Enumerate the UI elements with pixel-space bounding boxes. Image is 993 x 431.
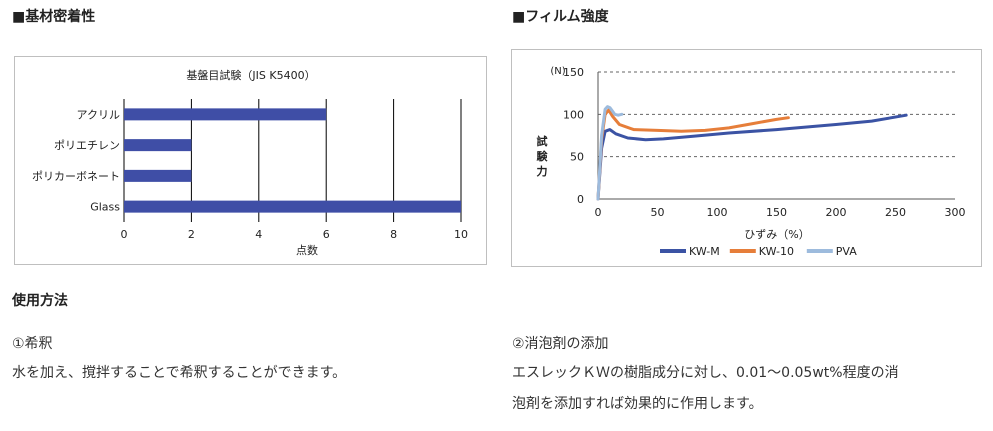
bar-tick-label: 0 [121, 228, 128, 241]
bar-category-label: アクリル [77, 108, 120, 121]
y-axis-label: 試験力 [537, 134, 549, 178]
line-y-tick-label: 100 [563, 108, 584, 121]
bar-category-label: ポリエチレン [54, 139, 120, 152]
line-y-tick-label: 150 [563, 66, 584, 79]
line-x-tick-label: 0 [595, 206, 602, 219]
y-axis-label-char: 力 [537, 164, 548, 178]
defoamer-text-line1: エスレックＫＷの樹脂成分に対し、0.01～0.05wt%程度の消 [512, 365, 899, 381]
y-axis-label-char: 験 [537, 149, 549, 163]
bar-category-label: ポリカーボネート [32, 170, 120, 183]
series-line-pva [596, 105, 624, 201]
line-y-tick-label: 0 [577, 193, 584, 206]
bar-category-label: Glass [90, 201, 120, 214]
dilution-title: ①希釈 [12, 336, 53, 352]
defoamer-title: ②消泡剤の添加 [512, 336, 609, 352]
adhesion-heading: ■基材密着性 [12, 9, 96, 25]
usage-heading: 使用方法 [12, 293, 68, 309]
bar-x-axis-label: 点数 [296, 244, 318, 257]
bar-chart-title: 基盤目試験（JIS K5400） [186, 68, 315, 82]
line-x-tick-label: 150 [766, 206, 787, 219]
legend-label: KW-10 [759, 245, 794, 258]
line-x-tick-label: 50 [651, 206, 665, 219]
adhesion-chart-panel: 基盤目試験（JIS K5400） アクリルポリエチレンポリカーボネート Glass… [14, 56, 487, 265]
defoamer-text-line2: 泡剤を添加すれば効果的に作用します。 [512, 396, 763, 412]
film-strength-line-chart: (N) 試験力 0 50 100 150 0 50 100 150 200 250 300 ひずみ… [537, 66, 966, 258]
bar-3 [124, 200, 461, 213]
legend-label: KW-M [689, 245, 720, 258]
bar-2 [124, 169, 192, 182]
film-strength-chart-panel: (N) 試験力 0 50 100 150 0 50 100 150 200 250 300 ひずみ… [511, 49, 982, 267]
bar-tick-label: 4 [255, 228, 262, 241]
line-x-tick-label: 300 [945, 206, 966, 219]
x-axis-label: ひずみ（%） [744, 228, 809, 241]
y-unit-label: (N) [550, 66, 565, 77]
bar-0 [124, 108, 327, 121]
line-x-tick-label: 200 [826, 206, 847, 219]
series-line-kw-m [596, 113, 908, 201]
bar-tick-label: 6 [323, 228, 330, 241]
line-x-tick-label: 250 [885, 206, 906, 219]
bar-tick-label: 8 [390, 228, 397, 241]
line-x-tick-label: 100 [707, 206, 728, 219]
bar-tick-label: 10 [454, 228, 468, 241]
line-y-tick-label: 50 [570, 151, 584, 164]
y-axis-label-char: 試 [537, 134, 548, 148]
series-line-kw-10 [596, 108, 790, 201]
dilution-text: 水を加え、撹拌することで希釈することができます。 [12, 365, 347, 381]
film-strength-heading: ■フィルム強度 [512, 9, 609, 25]
bar-1 [124, 139, 192, 152]
bar-tick-label: 2 [188, 228, 195, 241]
legend-label: PVA [836, 245, 857, 258]
